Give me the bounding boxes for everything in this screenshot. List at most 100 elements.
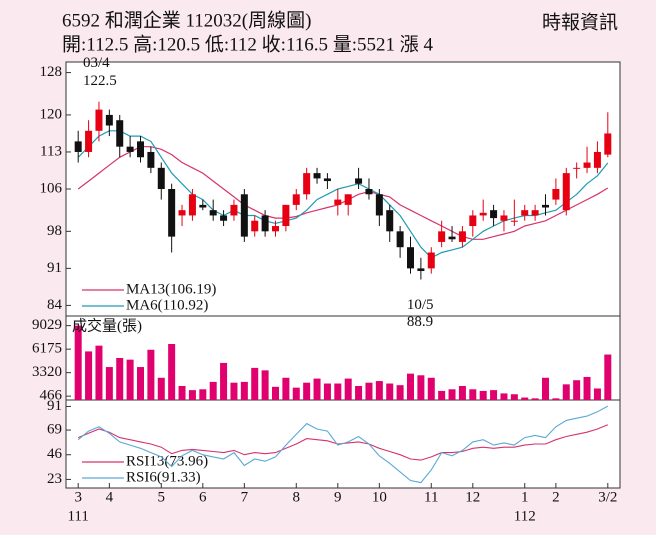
volume-bar (510, 394, 518, 400)
candle-body (147, 151, 155, 168)
candle-body (469, 215, 477, 227)
candle-body (531, 210, 539, 216)
volume-bar (469, 389, 477, 400)
x-tick-label: 8 (293, 489, 301, 505)
volume-bar (74, 325, 82, 400)
x-tick-label: 3 (74, 489, 82, 505)
x-tick-label: 12 (465, 489, 480, 505)
year-label: 112 (514, 508, 536, 524)
volume-bar (303, 382, 311, 400)
info: 開:112.5 高:120.5 低:112 收:116.5 量:5521 漲 4 (62, 33, 434, 55)
volume-bar (261, 370, 269, 400)
y-tick-label: 6175 (32, 341, 62, 357)
volume-bar (531, 398, 539, 400)
y-tick-label: 113 (40, 143, 62, 159)
volume-bar (552, 398, 560, 400)
candle-body (261, 215, 269, 232)
candle-body (407, 247, 414, 269)
y-tick-label: 9029 (32, 317, 62, 333)
candle-body (95, 109, 103, 131)
volume-bar (593, 388, 601, 400)
y-tick-label: 106 (40, 180, 63, 196)
candle-body (438, 231, 446, 242)
candle-body (573, 167, 581, 169)
annotation-value: 88.9 (407, 314, 433, 330)
y-tick-label: 128 (40, 64, 63, 80)
x-tick-label: 10 (372, 489, 387, 505)
candle-body (116, 120, 124, 147)
y-tick-label: 69 (47, 421, 62, 437)
annotation-date: 10/5 (407, 297, 434, 313)
candle-body (593, 151, 601, 168)
plot-area (65, 61, 621, 489)
candle-body (583, 162, 591, 168)
candle-body (209, 210, 217, 216)
x-tick-label: 4 (106, 489, 114, 505)
volume-bar (583, 376, 591, 400)
x-tick-label: 2 (552, 489, 560, 505)
candle-body (458, 231, 466, 242)
candle-body (355, 178, 363, 184)
ma-line (77, 130, 609, 259)
volume-bar (448, 389, 456, 400)
volume-bar (209, 381, 217, 400)
candle-body (479, 212, 487, 216)
volume-bar (251, 367, 259, 400)
volume-bar (323, 383, 331, 400)
y-tick-label: 23 (47, 471, 62, 487)
candle-body (490, 210, 498, 219)
volume-bar (407, 373, 414, 400)
volume-bar (396, 385, 404, 400)
volume-bar (573, 380, 581, 400)
candle-body (74, 141, 82, 152)
volume-bar (438, 390, 446, 400)
candle-body (303, 173, 311, 195)
candle-body (105, 114, 113, 126)
candle-body (500, 215, 508, 221)
legend-label: RSI6(91.33) (126, 469, 201, 485)
volume-bar (521, 397, 529, 400)
candle-body (427, 252, 435, 269)
candle-body (85, 130, 93, 152)
candle-body (604, 133, 612, 155)
volume-bar (604, 354, 612, 400)
candle-body (521, 210, 529, 216)
candle-body (542, 204, 549, 208)
volume-bar (240, 381, 248, 400)
volume-bar (147, 349, 155, 400)
legend-label: MA6(110.92) (126, 297, 208, 313)
y-tick-label: 91 (47, 260, 62, 276)
volume-bar (479, 390, 487, 400)
volume-bar (334, 383, 342, 400)
volume-bar (427, 377, 435, 400)
x-tick-label: 6 (199, 489, 207, 505)
legend-label: RSI13(73.96) (126, 453, 208, 469)
candle-body (282, 204, 290, 227)
volume-bar (375, 381, 383, 400)
y-tick-label: 46 (47, 446, 63, 462)
rsi-line (77, 405, 609, 484)
volume-bar (220, 362, 228, 400)
candle-body (313, 173, 321, 179)
volume-bar (344, 378, 352, 400)
volume-bar (230, 382, 238, 400)
x-tick-label: 1 (521, 489, 529, 505)
candle-body (417, 268, 425, 272)
volume-bar (116, 358, 124, 400)
annotation-date: 03/4 (83, 55, 110, 71)
volume-bar (542, 377, 549, 400)
volume-bar (157, 377, 165, 400)
volume-bar (85, 351, 93, 400)
candle-body (199, 204, 207, 208)
candle-body (178, 210, 186, 216)
y-tick-label: 98 (47, 223, 62, 239)
candle-body (510, 220, 518, 222)
volume-bar (562, 384, 570, 400)
ma-line (77, 146, 609, 240)
candle-body (188, 194, 196, 216)
x-tick-label: 11 (424, 489, 438, 505)
volume-bar (126, 359, 134, 400)
candle-body (292, 194, 300, 205)
candle-body (251, 220, 259, 232)
